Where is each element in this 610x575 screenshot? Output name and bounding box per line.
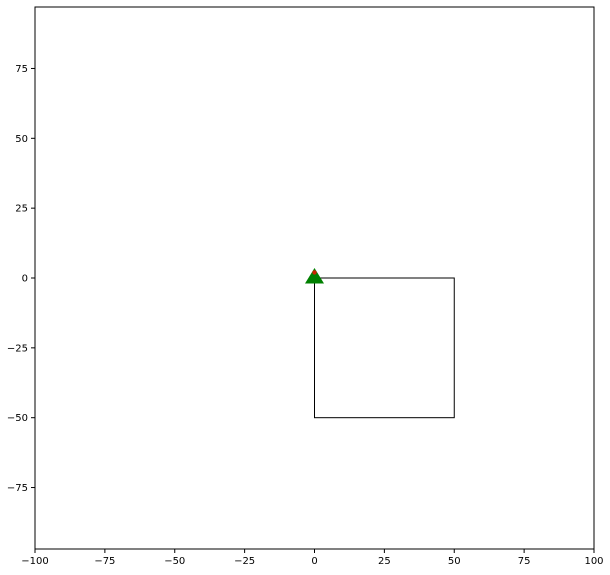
markers-layer — [305, 268, 324, 284]
y-tick-label: −75 — [7, 483, 28, 494]
y-tick-label: 75 — [15, 64, 28, 75]
rectangle-shape — [314, 277, 455, 419]
y-tick-label: −50 — [7, 413, 28, 424]
shapes-layer — [314, 277, 455, 419]
dot-marker — [312, 270, 317, 275]
x-tick-label: 100 — [584, 556, 603, 567]
triangle-marker — [305, 268, 324, 284]
x-axis: −100 −75 −50 −25 0 25 50 75 100 — [21, 549, 604, 567]
x-tick-label: 75 — [518, 556, 531, 567]
x-tick-label: −25 — [234, 556, 255, 567]
x-tick-label: −50 — [164, 556, 185, 567]
x-tick-label: −75 — [94, 556, 115, 567]
x-tick-label: −100 — [21, 556, 48, 567]
y-tick-label: −25 — [7, 343, 28, 354]
y-tick-label: 50 — [15, 134, 28, 145]
x-tick-label: 25 — [378, 556, 391, 567]
y-axis: 75 50 25 0 −25 −50 −75 — [7, 64, 35, 494]
y-tick-label: 25 — [15, 204, 28, 215]
x-tick-label: 0 — [311, 556, 317, 567]
y-tick-label: 0 — [22, 274, 28, 285]
x-tick-label: 50 — [448, 556, 461, 567]
